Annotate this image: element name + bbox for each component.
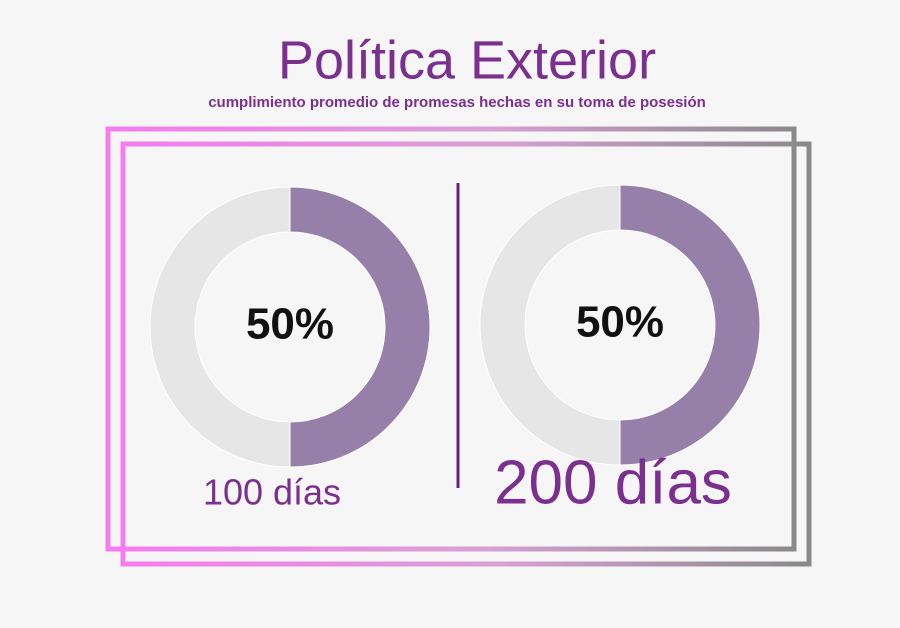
donut-segment [289, 186, 431, 468]
center-label: 50% [576, 298, 664, 347]
donut-segment [479, 184, 621, 466]
chart-label: 200 días [494, 448, 732, 517]
frame [105, 126, 797, 552]
subtitle: cumplimiento promedio de promesas hechas… [208, 94, 706, 111]
donut-segment [149, 186, 291, 468]
frame [120, 141, 812, 567]
donut-segment [619, 184, 761, 466]
title: Política Exterior [278, 30, 656, 90]
chart-label: 100 días [203, 472, 341, 513]
center-label: 50% [246, 300, 334, 349]
